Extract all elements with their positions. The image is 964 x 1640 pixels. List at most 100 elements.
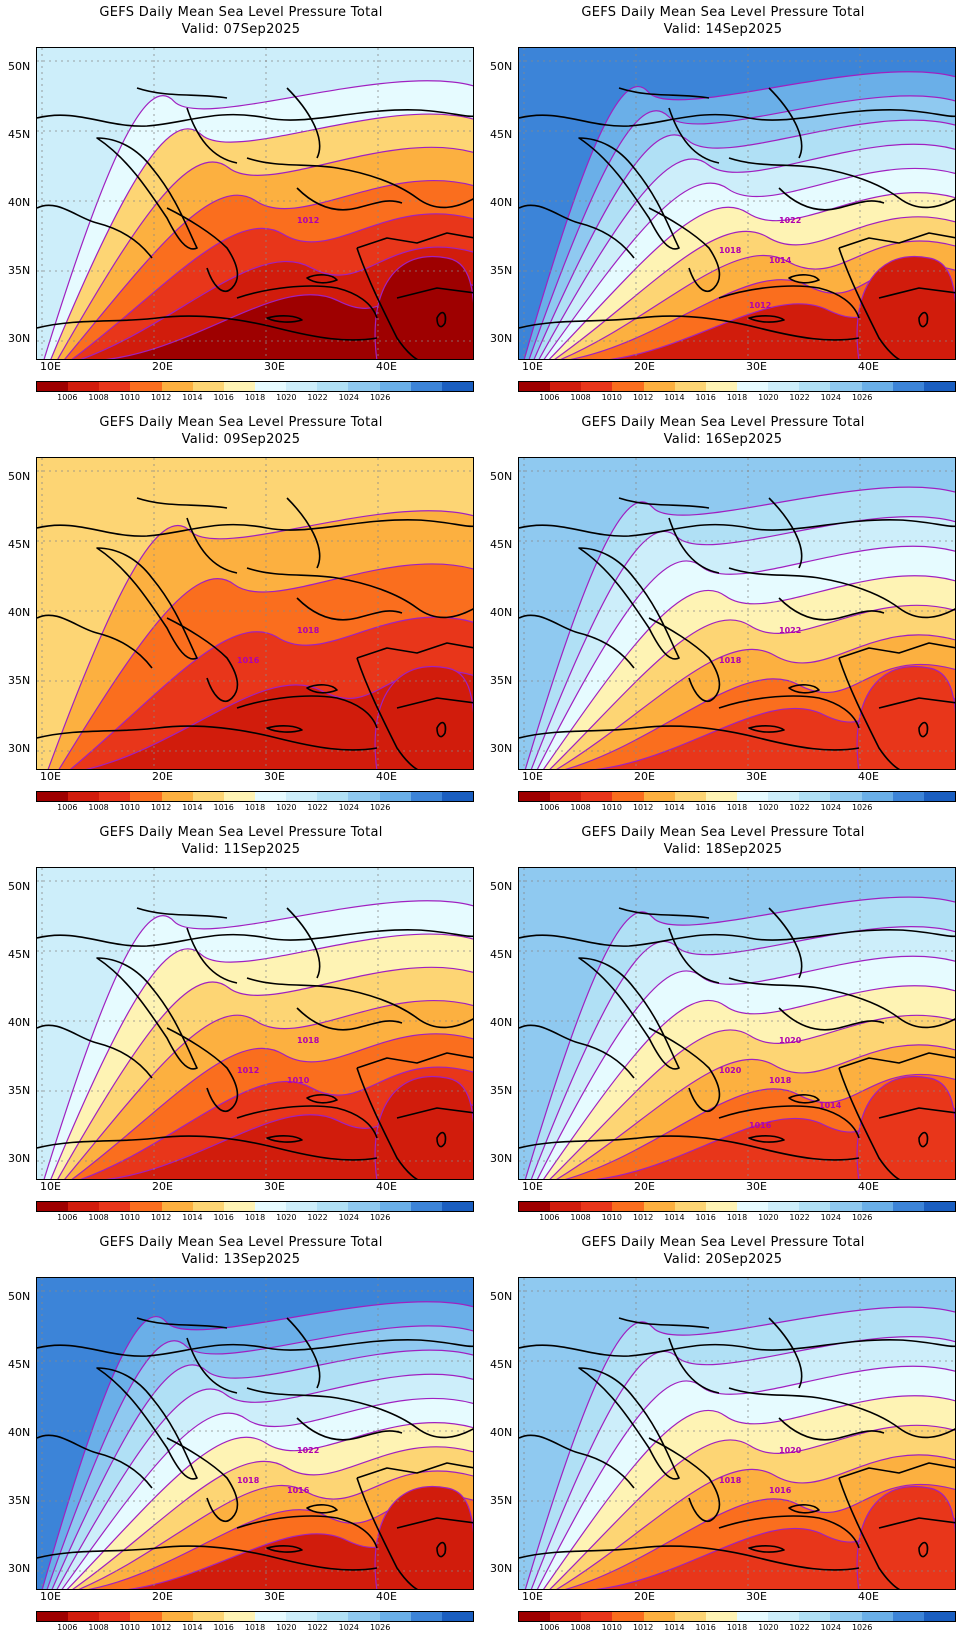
colorbar-swatch [410, 792, 442, 801]
latitude-label: 35N [490, 264, 513, 277]
colorbar-labels: 1006 1008 1010 1012 1014 1016 1018 1020 1022 1024… [518, 1623, 956, 1633]
colorbar-tick-label: 1024 [820, 1213, 842, 1222]
colorbar-swatch [99, 382, 131, 391]
colorbar-swatch [923, 382, 955, 391]
colorbar-tick-label: 1012 [632, 393, 654, 402]
colorbar-tick-label: 1012 [632, 803, 654, 812]
colorbar-tick-label: 1026 [369, 1213, 391, 1222]
contour-label: 1022 [779, 216, 801, 225]
colorbar-swatch [286, 1612, 318, 1621]
colorbar-tick-label: 1024 [338, 803, 360, 812]
colorbar-tick-label: 1022 [307, 393, 328, 402]
colorbar-swatch [674, 1202, 706, 1211]
panel-valid-date: Valid: 09Sep2025 [181, 432, 301, 447]
longitude-label: 20E [634, 1180, 655, 1193]
colorbar-tick-label: 1014 [664, 1623, 685, 1632]
contour-label: 1020 [779, 1036, 802, 1045]
contour-label: 1016 [769, 1486, 792, 1495]
colorbar-swatch [317, 1202, 349, 1211]
colorbar-swatch [441, 1202, 473, 1211]
longitude-label: 10E [522, 770, 543, 783]
contour-label: 1020 [719, 1066, 742, 1075]
colorbar-swatch [37, 382, 69, 391]
longitude-label: 40E [858, 360, 879, 373]
colorbar-swatch [736, 792, 769, 801]
panel-title: GEFS Daily Mean Sea Level Pressure Total… [482, 824, 964, 858]
colorbar-tick-label: 1018 [244, 393, 266, 402]
colorbar-tick-label: 1026 [369, 393, 391, 402]
colorbar-swatch [519, 382, 551, 391]
colorbar-tick-label: 1008 [570, 1623, 591, 1632]
colorbar [36, 791, 474, 802]
colorbar-swatch [192, 1612, 224, 1621]
pressure-map: 1018 1012 1010 [36, 867, 474, 1180]
colorbar-swatch [37, 792, 69, 801]
colorbar-tick-label: 1008 [570, 1213, 591, 1222]
panel-title-text: GEFS Daily Mean Sea Level Pressure Total [99, 825, 383, 840]
latitude-label: 50N [8, 880, 31, 893]
panel-title-text: GEFS Daily Mean Sea Level Pressure Total [581, 825, 865, 840]
colorbar-swatch [161, 1202, 193, 1211]
colorbar-labels: 1006 1008 1010 1012 1014 1016 1018 1020 1022 1024… [36, 803, 474, 813]
contour-label: 1012 [297, 216, 319, 225]
latitude-label: 45N [8, 948, 31, 961]
colorbar-tick-label: 1024 [820, 393, 842, 402]
map-svg: 1020 1020 1018 1016 1014 [519, 868, 955, 1179]
colorbar-swatch [861, 1612, 893, 1621]
latitude-label: 50N [8, 1290, 31, 1303]
contour-label: 1012 [749, 301, 771, 310]
colorbar-tick-label: 1008 [570, 803, 591, 812]
colorbar-swatch [861, 1202, 893, 1211]
colorbar-swatch [550, 792, 582, 801]
panel-title: GEFS Daily Mean Sea Level Pressure Total… [0, 414, 482, 448]
latitude-label: 40N [8, 196, 31, 209]
contour-label: 1018 [237, 1476, 260, 1485]
longitude-label: 30E [264, 770, 285, 783]
colorbar-swatch [581, 382, 613, 391]
latitude-label: 30N [490, 1152, 513, 1165]
colorbar-swatch [830, 792, 862, 801]
colorbar-tick-label: 1008 [88, 393, 109, 402]
latitude-label: 40N [490, 606, 513, 619]
panel-valid-date: Valid: 20Sep2025 [663, 1252, 783, 1267]
longitude-label: 20E [152, 1590, 173, 1603]
colorbar-tick-label: 1006 [57, 393, 78, 402]
panel-valid-date: Valid: 14Sep2025 [663, 22, 783, 37]
longitude-label: 20E [152, 360, 173, 373]
colorbar-swatch [643, 1612, 675, 1621]
colorbar-swatch [68, 792, 100, 801]
pressure-map: 1022 1018 [518, 457, 956, 770]
colorbar-swatch [643, 792, 675, 801]
colorbar-swatch [68, 1612, 100, 1621]
latitude-label: 30N [8, 1562, 31, 1575]
panel-valid-date: Valid: 11Sep2025 [181, 842, 301, 857]
panel-title-text: GEFS Daily Mean Sea Level Pressure Total [99, 1235, 383, 1250]
colorbar-swatch [923, 792, 955, 801]
longitude-label: 10E [40, 1590, 61, 1603]
contour-label: 1014 [769, 256, 792, 265]
colorbar-swatch [519, 792, 551, 801]
colorbar-swatch [286, 792, 318, 801]
colorbar [518, 381, 956, 392]
pressure-map: 1012 [36, 47, 474, 360]
colorbar-tick-label: 1024 [338, 1213, 360, 1222]
pressure-map: 1018 1016 [36, 457, 474, 770]
colorbar-tick-label: 1020 [758, 1213, 779, 1222]
colorbar-swatch [736, 1202, 769, 1211]
colorbar-tick-label: 1006 [539, 1623, 560, 1632]
panel-title: GEFS Daily Mean Sea Level Pressure Total… [482, 414, 964, 448]
map-panel: GEFS Daily Mean Sea Level Pressure Total… [482, 410, 964, 820]
map-panel: GEFS Daily Mean Sea Level Pressure Total… [0, 820, 482, 1230]
colorbar-swatch [37, 1202, 69, 1211]
colorbar-tick-label: 1024 [820, 1623, 842, 1632]
colorbar-swatch [892, 792, 924, 801]
colorbar-tick-label: 1016 [213, 393, 234, 402]
colorbar-tick-label: 1008 [88, 803, 109, 812]
colorbar-tick-label: 1016 [213, 1623, 234, 1632]
colorbar-swatch [223, 1202, 255, 1211]
panel-title: GEFS Daily Mean Sea Level Pressure Total… [0, 4, 482, 38]
colorbar-swatch [705, 382, 737, 391]
map-panel: GEFS Daily Mean Sea Level Pressure Total… [0, 1230, 482, 1640]
colorbar-tick-label: 1006 [539, 803, 560, 812]
pressure-map: 1020 1018 1016 [518, 1277, 956, 1590]
